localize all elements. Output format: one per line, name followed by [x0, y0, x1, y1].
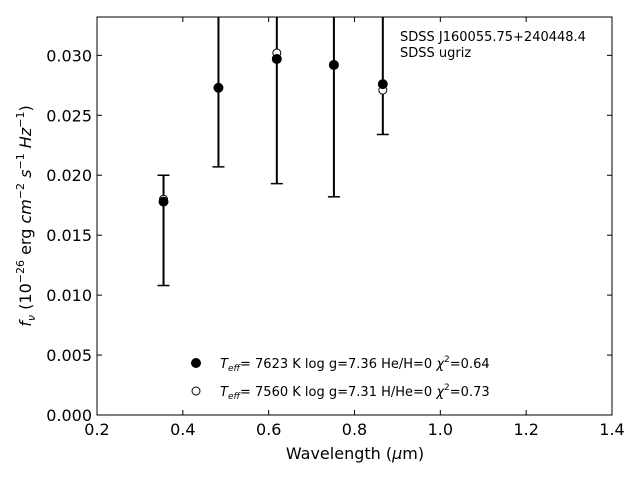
- legend-logg-model: log g=7.31: [305, 385, 377, 400]
- x-tick-label-5: 1.2: [513, 420, 538, 439]
- y-axis-label: fν (10−26 erg cm−2 s−1 Hz−1): [14, 105, 38, 326]
- legend: Teff= 7623 K log g=7.36 He/H=0 χ2=0.64 T…: [191, 355, 490, 402]
- axis-ticks: 0.2 0.4 0.6 0.8 1.0 1.2 1.4 0.000 0.005 0.010 0.01…: [46, 17, 625, 439]
- observed-point-0: [158, 196, 169, 207]
- legend-entry-observed: Teff= 7623 K log g=7.36 He/H=0 χ2=0.64: [220, 355, 490, 374]
- chart-annotation-object: SDSS J160055.75+240448.4: [400, 30, 586, 45]
- legend-chi-model: =0.73: [450, 385, 490, 400]
- x-tick-label-4: 1.0: [428, 420, 453, 439]
- observed-point-3: [328, 59, 339, 70]
- legend-comp-model: H/He=0: [381, 385, 432, 400]
- observed-point-1: [213, 82, 224, 93]
- x-tick-label-6: 1.4: [599, 420, 624, 439]
- x-tick-label-3: 0.8: [342, 420, 367, 439]
- y-tick-label-6: 0.030: [46, 46, 92, 65]
- y-tick-label-5: 0.025: [46, 106, 92, 125]
- y-tick-label-2: 0.010: [46, 286, 92, 305]
- observed-point-2: [271, 53, 282, 64]
- legend-comp-observed: He/H=0: [381, 357, 432, 372]
- chart-annotation-survey: SDSS ugriz: [400, 46, 471, 61]
- legend-logg-observed: log g=7.36: [305, 357, 377, 372]
- plot-frame: [96, 16, 613, 416]
- y-tick-label-1: 0.005: [46, 346, 92, 365]
- legend-teff-observed: 7623 K: [255, 357, 301, 372]
- legend-marker-observed: [191, 358, 201, 368]
- y-tick-label-3: 0.015: [46, 226, 92, 245]
- data-points: [157, 17, 389, 287]
- legend-entry-model: Teff= 7560 K log g=7.31 H/He=0 χ2=0.73: [220, 383, 490, 402]
- y-tick-label-4: 0.020: [46, 166, 92, 185]
- y-tick-label-0: 0.000: [46, 406, 92, 425]
- x-tick-label-0: 0.2: [84, 420, 109, 439]
- legend-marker-model: [191, 386, 201, 396]
- x-tick-label-2: 0.6: [256, 420, 281, 439]
- x-tick-label-1: 0.4: [170, 420, 195, 439]
- observed-point-4: [377, 79, 388, 90]
- x-axis-label: Wavelength (μm): [286, 444, 424, 463]
- legend-teff-model: 7560 K: [255, 385, 301, 400]
- legend-chi-observed: =0.64: [450, 357, 490, 372]
